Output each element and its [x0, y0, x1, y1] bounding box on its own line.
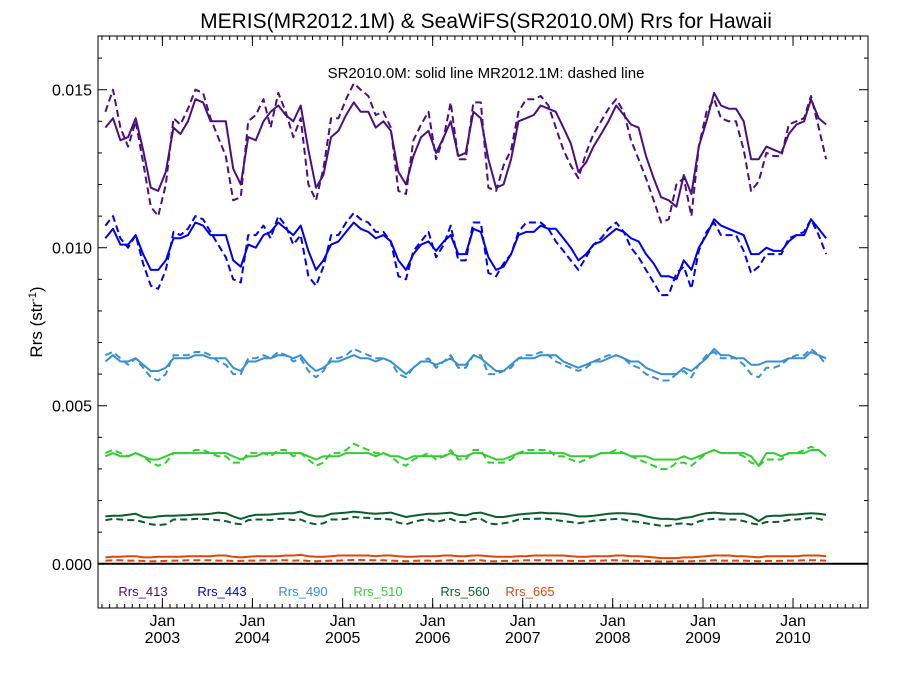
legend-item-rrs-490: Rrs_490: [278, 584, 327, 599]
x-tick-month: Jan: [330, 613, 356, 630]
x-axis: Jan2003Jan2004Jan2005Jan2006Jan2007Jan20…: [101, 36, 869, 647]
legend-item-rrs-510: Rrs_510: [353, 584, 402, 599]
legend: Rrs_413 Rrs_443 Rrs_490 Rrs_510 Rrs_560 Rrs_6…: [118, 584, 554, 599]
y-tick-label: 0.015: [52, 83, 92, 100]
series-rrs-665-meris-line: [105, 559, 827, 563]
y-axis: 0.000 0.005 0.010 0.015: [52, 57, 868, 574]
x-tick-month: Jan: [510, 613, 536, 630]
x-tick-year: 2010: [775, 630, 811, 647]
x-tick-year: 2009: [685, 630, 721, 647]
series-rrs-413-seawifs-line: [104, 91, 827, 208]
legend-item-rrs-443: Rrs_443: [197, 584, 246, 599]
x-tick-year: 2003: [145, 630, 181, 647]
x-tick-year: 2008: [595, 630, 631, 647]
x-tick-month: Jan: [600, 613, 626, 630]
series-rrs-443-seawifs-line: [104, 218, 827, 281]
plot-frame: [97, 35, 869, 609]
x-tick-year: 2007: [505, 630, 541, 647]
line-style-note: SR2010.0M: solid line MR2012.1M: dashed …: [328, 65, 645, 82]
series-rrs-665-seawifs-line: [105, 553, 827, 560]
x-tick-year: 2006: [415, 630, 451, 647]
chart-title: MERIS(MR2012.1M) & SeaWiFS(SR2010.0M) Rr…: [200, 10, 772, 33]
x-tick-year: 2005: [325, 630, 361, 647]
x-tick-year: 2004: [235, 630, 271, 647]
x-tick-month: Jan: [239, 613, 265, 630]
x-tick-month: Jan: [780, 613, 806, 630]
y-axis-label-main: Rrs (str: [27, 302, 46, 358]
series-rrs-560-seawifs-line: [105, 510, 827, 523]
series-rrs-490-meris-line: [105, 347, 827, 382]
series-rrs-490-seawifs-line: [104, 347, 827, 376]
y-axis-label: Rrs (str-1): [27, 286, 46, 357]
y-tick-label: 0.005: [52, 399, 92, 416]
y-tick-label: 0.000: [52, 557, 92, 574]
series-rrs-560-meris-line: [105, 516, 827, 527]
legend-item-rrs-413: Rrs_413: [118, 584, 167, 599]
y-tick-label: 0.010: [52, 241, 92, 258]
legend-item-rrs-560: Rrs_560: [440, 584, 489, 599]
y-axis-label-close: ): [27, 286, 46, 292]
series-rrs-510-seawifs-line: [105, 449, 827, 467]
x-tick-month: Jan: [420, 613, 446, 630]
x-tick-month: Jan: [149, 613, 175, 630]
series-rrs-443-meris-line: [104, 212, 828, 297]
y-axis-label-superscript: -1: [27, 292, 39, 302]
series-rrs-413-meris-line: [104, 82, 828, 224]
x-tick-month: Jan: [690, 613, 716, 630]
legend-item-rrs-665: Rrs_665: [505, 584, 554, 599]
series-group: [104, 82, 828, 563]
series-rrs-510-meris-line: [105, 442, 827, 470]
